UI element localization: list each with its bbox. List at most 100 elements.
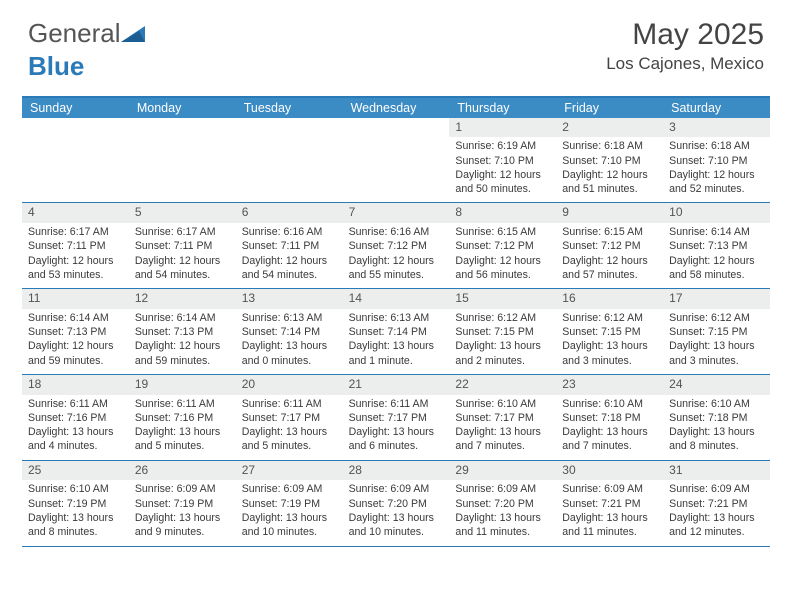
day-cell bbox=[343, 118, 450, 203]
sunset-line: Sunset: 7:17 PM bbox=[242, 411, 337, 425]
sunrise-line: Sunrise: 6:15 AM bbox=[455, 225, 550, 239]
day-number: 11 bbox=[22, 289, 129, 309]
day-cell: 15Sunrise: 6:12 AMSunset: 7:15 PMDayligh… bbox=[449, 289, 556, 374]
sunset-line: Sunset: 7:12 PM bbox=[349, 239, 444, 253]
day-body: Sunrise: 6:10 AMSunset: 7:17 PMDaylight:… bbox=[449, 395, 556, 460]
day-number: 10 bbox=[663, 203, 770, 223]
sunset-line: Sunset: 7:13 PM bbox=[669, 239, 764, 253]
dow-tuesday: Tuesday bbox=[236, 98, 343, 118]
day-body: Sunrise: 6:09 AMSunset: 7:21 PMDaylight:… bbox=[556, 480, 663, 545]
day-body: Sunrise: 6:09 AMSunset: 7:19 PMDaylight:… bbox=[236, 480, 343, 545]
day-cell: 19Sunrise: 6:11 AMSunset: 7:16 PMDayligh… bbox=[129, 375, 236, 460]
daylight-line: Daylight: 13 hours and 8 minutes. bbox=[669, 425, 764, 454]
weeks-container: 1Sunrise: 6:19 AMSunset: 7:10 PMDaylight… bbox=[22, 118, 770, 547]
day-body: Sunrise: 6:14 AMSunset: 7:13 PMDaylight:… bbox=[129, 309, 236, 374]
sunrise-line: Sunrise: 6:18 AM bbox=[562, 139, 657, 153]
sunset-line: Sunset: 7:21 PM bbox=[669, 497, 764, 511]
day-body: Sunrise: 6:10 AMSunset: 7:18 PMDaylight:… bbox=[556, 395, 663, 460]
daylight-line: Daylight: 13 hours and 3 minutes. bbox=[669, 339, 764, 368]
daylight-line: Daylight: 13 hours and 11 minutes. bbox=[562, 511, 657, 540]
sunset-line: Sunset: 7:10 PM bbox=[562, 154, 657, 168]
day-number: 15 bbox=[449, 289, 556, 309]
day-number: 13 bbox=[236, 289, 343, 309]
day-number: 22 bbox=[449, 375, 556, 395]
sunset-line: Sunset: 7:20 PM bbox=[455, 497, 550, 511]
sunrise-line: Sunrise: 6:18 AM bbox=[669, 139, 764, 153]
sunset-line: Sunset: 7:10 PM bbox=[455, 154, 550, 168]
sunrise-line: Sunrise: 6:10 AM bbox=[455, 397, 550, 411]
day-number: 12 bbox=[129, 289, 236, 309]
day-number: 19 bbox=[129, 375, 236, 395]
sunrise-line: Sunrise: 6:15 AM bbox=[562, 225, 657, 239]
dow-thursday: Thursday bbox=[449, 98, 556, 118]
daylight-line: Daylight: 13 hours and 2 minutes. bbox=[455, 339, 550, 368]
day-cell: 11Sunrise: 6:14 AMSunset: 7:13 PMDayligh… bbox=[22, 289, 129, 374]
day-cell: 7Sunrise: 6:16 AMSunset: 7:12 PMDaylight… bbox=[343, 203, 450, 288]
day-of-week-header: Sunday Monday Tuesday Wednesday Thursday… bbox=[22, 98, 770, 118]
day-body: Sunrise: 6:17 AMSunset: 7:11 PMDaylight:… bbox=[22, 223, 129, 288]
calendar-table: Sunday Monday Tuesday Wednesday Thursday… bbox=[22, 96, 770, 547]
day-body: Sunrise: 6:13 AMSunset: 7:14 PMDaylight:… bbox=[343, 309, 450, 374]
day-cell: 16Sunrise: 6:12 AMSunset: 7:15 PMDayligh… bbox=[556, 289, 663, 374]
sunrise-line: Sunrise: 6:09 AM bbox=[135, 482, 230, 496]
sunset-line: Sunset: 7:17 PM bbox=[349, 411, 444, 425]
day-body: Sunrise: 6:09 AMSunset: 7:20 PMDaylight:… bbox=[449, 480, 556, 545]
day-body: Sunrise: 6:10 AMSunset: 7:18 PMDaylight:… bbox=[663, 395, 770, 460]
day-cell: 31Sunrise: 6:09 AMSunset: 7:21 PMDayligh… bbox=[663, 461, 770, 546]
day-number: 7 bbox=[343, 203, 450, 223]
day-cell: 22Sunrise: 6:10 AMSunset: 7:17 PMDayligh… bbox=[449, 375, 556, 460]
day-cell: 17 Sunrise: 6:12 AMSunset: 7:15 PMDayligh… bbox=[663, 289, 770, 374]
dow-saturday: Saturday bbox=[663, 98, 770, 118]
day-cell: 12Sunrise: 6:14 AMSunset: 7:13 PMDayligh… bbox=[129, 289, 236, 374]
sunrise-line: Sunrise: 6:10 AM bbox=[562, 397, 657, 411]
sunrise-line: Sunrise: 6:11 AM bbox=[242, 397, 337, 411]
sunset-line: Sunset: 7:19 PM bbox=[28, 497, 123, 511]
sunset-line: Sunset: 7:19 PM bbox=[242, 497, 337, 511]
sunrise-line: Sunrise: 6:12 AM bbox=[669, 311, 764, 325]
day-number: 3 bbox=[663, 118, 770, 138]
brand-part2: Blue bbox=[28, 51, 84, 81]
day-number: 17 bbox=[663, 289, 770, 309]
day-cell: 21Sunrise: 6:11 AMSunset: 7:17 PMDayligh… bbox=[343, 375, 450, 460]
sunrise-line: Sunrise: 6:13 AM bbox=[349, 311, 444, 325]
sunrise-line: Sunrise: 6:16 AM bbox=[242, 225, 337, 239]
sunset-line: Sunset: 7:13 PM bbox=[28, 325, 123, 339]
brand-logo: GeneralBlue bbox=[28, 18, 147, 82]
sunset-line: Sunset: 7:13 PM bbox=[135, 325, 230, 339]
title-block: May 2025 Los Cajones, Mexico bbox=[606, 18, 764, 74]
dow-friday: Friday bbox=[556, 98, 663, 118]
sunset-line: Sunset: 7:15 PM bbox=[669, 325, 764, 339]
location-label: Los Cajones, Mexico bbox=[606, 54, 764, 74]
day-cell bbox=[22, 118, 129, 203]
day-number: 23 bbox=[556, 375, 663, 395]
sunrise-line: Sunrise: 6:14 AM bbox=[669, 225, 764, 239]
day-number: 6 bbox=[236, 203, 343, 223]
week-row: 1Sunrise: 6:19 AMSunset: 7:10 PMDaylight… bbox=[22, 118, 770, 204]
day-body: Sunrise: 6:12 AMSunset: 7:15 PMDaylight:… bbox=[556, 309, 663, 374]
day-body: Sunrise: 6:10 AMSunset: 7:19 PMDaylight:… bbox=[22, 480, 129, 545]
sunrise-line: Sunrise: 6:09 AM bbox=[349, 482, 444, 496]
day-cell: 5Sunrise: 6:17 AMSunset: 7:11 PMDaylight… bbox=[129, 203, 236, 288]
daylight-line: Daylight: 13 hours and 0 minutes. bbox=[242, 339, 337, 368]
sunset-line: Sunset: 7:17 PM bbox=[455, 411, 550, 425]
daylight-line: Daylight: 13 hours and 7 minutes. bbox=[562, 425, 657, 454]
day-cell: 29Sunrise: 6:09 AMSunset: 7:20 PMDayligh… bbox=[449, 461, 556, 546]
day-body: Sunrise: 6:11 AMSunset: 7:16 PMDaylight:… bbox=[22, 395, 129, 460]
daylight-line: Daylight: 13 hours and 12 minutes. bbox=[669, 511, 764, 540]
day-cell bbox=[129, 118, 236, 203]
day-cell bbox=[236, 118, 343, 203]
day-cell: 6Sunrise: 6:16 AMSunset: 7:11 PMDaylight… bbox=[236, 203, 343, 288]
day-body: Sunrise: 6:13 AMSunset: 7:14 PMDaylight:… bbox=[236, 309, 343, 374]
sunrise-line: Sunrise: 6:11 AM bbox=[349, 397, 444, 411]
day-body: Sunrise: 6:19 AMSunset: 7:10 PMDaylight:… bbox=[449, 137, 556, 202]
day-cell: 14Sunrise: 6:13 AMSunset: 7:14 PMDayligh… bbox=[343, 289, 450, 374]
daylight-line: Daylight: 13 hours and 11 minutes. bbox=[455, 511, 550, 540]
day-number: 9 bbox=[556, 203, 663, 223]
day-cell: 2Sunrise: 6:18 AMSunset: 7:10 PMDaylight… bbox=[556, 118, 663, 203]
brand-part1: General bbox=[28, 18, 121, 48]
daylight-line: Daylight: 13 hours and 5 minutes. bbox=[135, 425, 230, 454]
daylight-line: Daylight: 13 hours and 10 minutes. bbox=[349, 511, 444, 540]
sunset-line: Sunset: 7:12 PM bbox=[455, 239, 550, 253]
sunrise-line: Sunrise: 6:14 AM bbox=[28, 311, 123, 325]
day-number: 14 bbox=[343, 289, 450, 309]
